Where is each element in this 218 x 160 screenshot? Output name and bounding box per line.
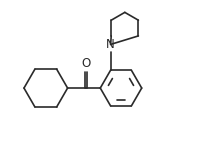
Text: O: O (82, 57, 91, 70)
Text: N: N (106, 37, 115, 51)
